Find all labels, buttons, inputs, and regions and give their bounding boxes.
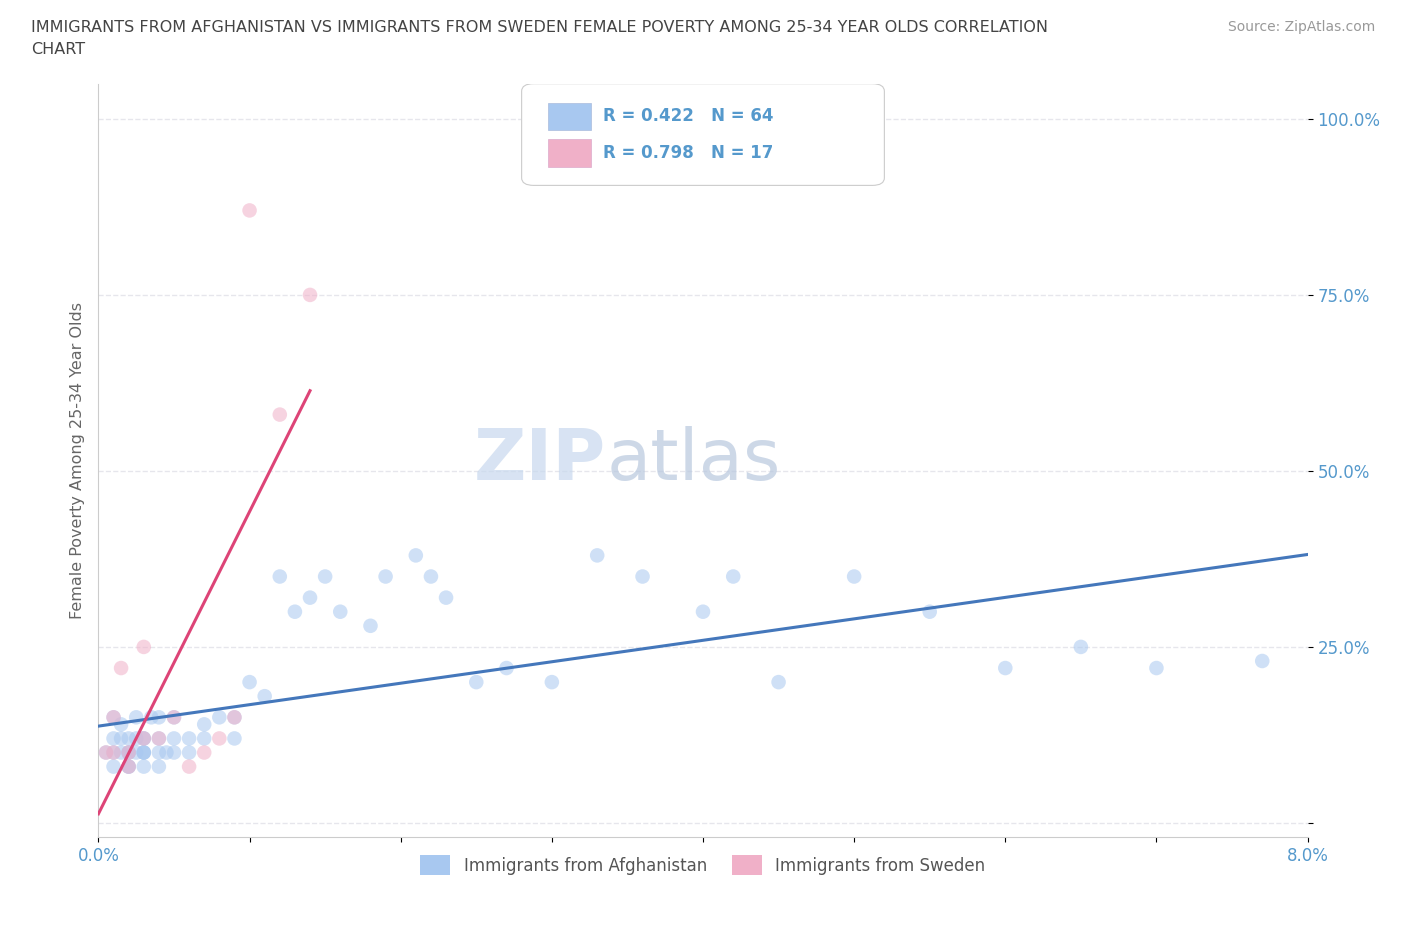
Point [269,569,291,584]
Point [118,745,141,760]
Point [110,731,132,746]
Point [239,674,262,689]
Point [193,731,215,746]
Point [163,731,186,746]
Point [110,745,132,760]
FancyBboxPatch shape [548,140,591,166]
FancyBboxPatch shape [522,84,884,185]
Point [723,569,745,584]
Point [208,710,231,724]
Point [193,717,215,732]
Point [132,731,155,746]
Point [918,604,941,619]
Text: IMMIGRANTS FROM AFGHANISTAN VS IMMIGRANTS FROM SWEDEN FEMALE POVERTY AMONG 25-34: IMMIGRANTS FROM AFGHANISTAN VS IMMIGRANT… [31,20,1047,35]
Text: Source: ZipAtlas.com: Source: ZipAtlas.com [1227,20,1375,34]
Point [103,710,125,724]
Point [631,569,654,584]
Point [239,203,262,218]
Point [118,759,141,774]
Point [118,759,141,774]
Point [132,640,155,655]
Point [132,745,155,760]
Point [125,745,148,760]
Point [148,759,170,774]
Point [118,731,141,746]
Point [110,660,132,675]
Point [132,745,155,760]
Point [125,710,148,724]
Point [141,710,163,724]
Point [405,548,427,563]
Point [103,759,125,774]
Y-axis label: Female Poverty Among 25-34 Year Olds: Female Poverty Among 25-34 Year Olds [69,302,84,618]
Point [284,604,307,619]
Point [103,710,125,724]
Point [1251,654,1274,669]
Point [132,759,155,774]
Point [844,569,866,584]
Point [132,731,155,746]
Point [163,710,186,724]
Point [103,745,125,760]
Text: R = 0.798   N = 17: R = 0.798 N = 17 [603,144,773,162]
Point [193,745,215,760]
Point [125,731,148,746]
Text: atlas: atlas [606,426,780,495]
Point [768,674,790,689]
Legend: Immigrants from Afghanistan, Immigrants from Sweden: Immigrants from Afghanistan, Immigrants … [413,849,993,882]
Point [208,731,231,746]
Point [94,745,117,760]
FancyBboxPatch shape [548,103,591,130]
Point [420,569,443,584]
Point [103,731,125,746]
Point [163,745,186,760]
Point [155,745,177,760]
Point [299,287,322,302]
Point [148,731,170,746]
Point [224,710,246,724]
Point [360,618,382,633]
Point [148,745,170,760]
Point [94,745,117,760]
Point [148,731,170,746]
Point [374,569,396,584]
Point [224,710,246,724]
Point [132,745,155,760]
Point [314,569,336,584]
Point [110,717,132,732]
Point [1146,660,1168,675]
Point [540,674,562,689]
Point [103,745,125,760]
Point [253,689,276,704]
Point [118,745,141,760]
Point [586,548,609,563]
Point [465,674,488,689]
Point [329,604,352,619]
Point [179,731,201,746]
Text: CHART: CHART [31,42,84,57]
Point [692,604,714,619]
Point [299,591,322,605]
Point [269,407,291,422]
Point [118,759,141,774]
Point [179,759,201,774]
Point [118,745,141,760]
Point [132,731,155,746]
Point [163,710,186,724]
Point [434,591,457,605]
Point [1070,640,1092,655]
Point [224,731,246,746]
Point [495,660,517,675]
Point [148,710,170,724]
Point [179,745,201,760]
Text: R = 0.422   N = 64: R = 0.422 N = 64 [603,107,773,126]
Point [994,660,1017,675]
Text: ZIP: ZIP [474,426,606,495]
